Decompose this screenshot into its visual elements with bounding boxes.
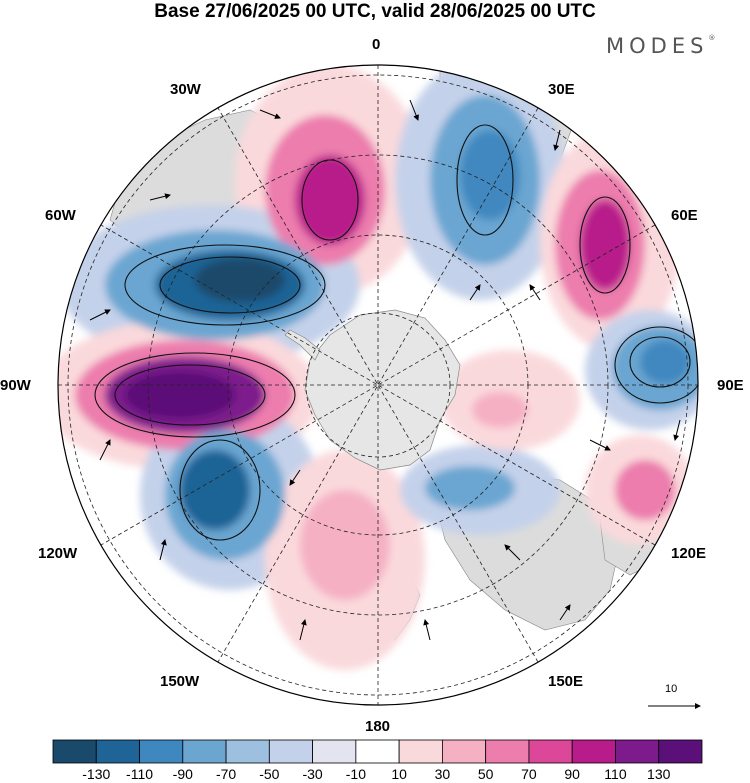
anomaly-blob	[580, 200, 630, 290]
brand-mark: ®	[708, 34, 716, 42]
colorbar-swatch	[182, 739, 227, 764]
colorbar-label: -70	[215, 766, 237, 782]
colorbar-label: 50	[477, 766, 494, 782]
lon-label-60e: 60E	[671, 207, 698, 224]
streamlines	[94, 124, 698, 541]
colorbar-swatch	[615, 739, 660, 764]
lon-label-150w: 150W	[160, 673, 200, 690]
anomaly-blob	[472, 392, 528, 428]
colorbar-swatch	[658, 739, 703, 764]
colorbar-label: 70	[521, 766, 537, 782]
colorbar	[52, 739, 703, 764]
anomaly-blob	[300, 490, 390, 600]
colorbar-swatch	[139, 739, 184, 764]
colorbar-swatch	[398, 739, 443, 764]
antarctic-peninsula	[284, 329, 321, 361]
anomaly-blob	[180, 450, 250, 530]
anomaly-field	[58, 65, 698, 670]
colorbar-label: 90	[564, 766, 580, 782]
antarctica	[304, 309, 461, 471]
anomaly-blob	[125, 371, 235, 419]
colorbar-label: -30	[302, 766, 323, 782]
colorbar-label: -110	[126, 766, 154, 782]
lon-label-90w: 90W	[0, 377, 31, 394]
colorbar-swatch	[485, 739, 530, 764]
colorbar-label: -90	[172, 766, 193, 782]
modes-logo: MODES®	[606, 34, 715, 58]
colorbar-swatch	[312, 739, 357, 764]
lon-label-180: 180	[365, 718, 391, 735]
anomaly-blob	[425, 466, 515, 510]
colorbar-swatch	[571, 739, 616, 764]
colorbar-swatch	[95, 739, 140, 764]
colorbar-swatch	[225, 739, 270, 764]
lon-label-0: 0	[372, 36, 381, 53]
lon-label-30w: 30W	[170, 81, 201, 98]
anomaly-blob	[640, 340, 690, 384]
colorbar-swatch	[52, 739, 97, 764]
lon-label-90e: 90E	[717, 377, 744, 394]
lon-label-150e: 150E	[548, 673, 584, 690]
brand-text: MODES	[606, 34, 709, 58]
lon-label-30e: 30E	[548, 81, 575, 98]
lon-label-60w: 60W	[45, 207, 76, 224]
anomaly-blob	[295, 155, 365, 245]
lon-label-120e: 120E	[671, 545, 707, 562]
wind-vectors	[89, 99, 681, 641]
map-boundary	[57, 64, 699, 706]
colorbar-label: 30	[434, 766, 451, 782]
colorbar-swatch	[355, 739, 400, 764]
colorbar-label: 10	[391, 766, 407, 782]
colorbar-label: -50	[259, 766, 280, 782]
colorbar-swatch	[528, 739, 573, 764]
anomaly-blob	[460, 130, 520, 220]
plot-title: Base 27/06/2025 00 UTC, valid 28/06/2025…	[154, 1, 596, 22]
anomaly-blob	[615, 460, 675, 520]
graticule	[58, 65, 698, 705]
colorbar-label: 130	[647, 766, 671, 782]
colorbar-swatch	[441, 739, 487, 764]
lon-label-120w: 120W	[38, 545, 78, 562]
map-disk	[58, 65, 698, 705]
colorbar-label: 110	[604, 766, 627, 782]
colorbar-swatch	[268, 739, 314, 764]
colorbar-label: -130	[82, 766, 111, 782]
reference-vector-label: 10	[665, 683, 678, 695]
colorbar-label: -10	[345, 766, 366, 782]
anomaly-blob	[195, 258, 285, 302]
